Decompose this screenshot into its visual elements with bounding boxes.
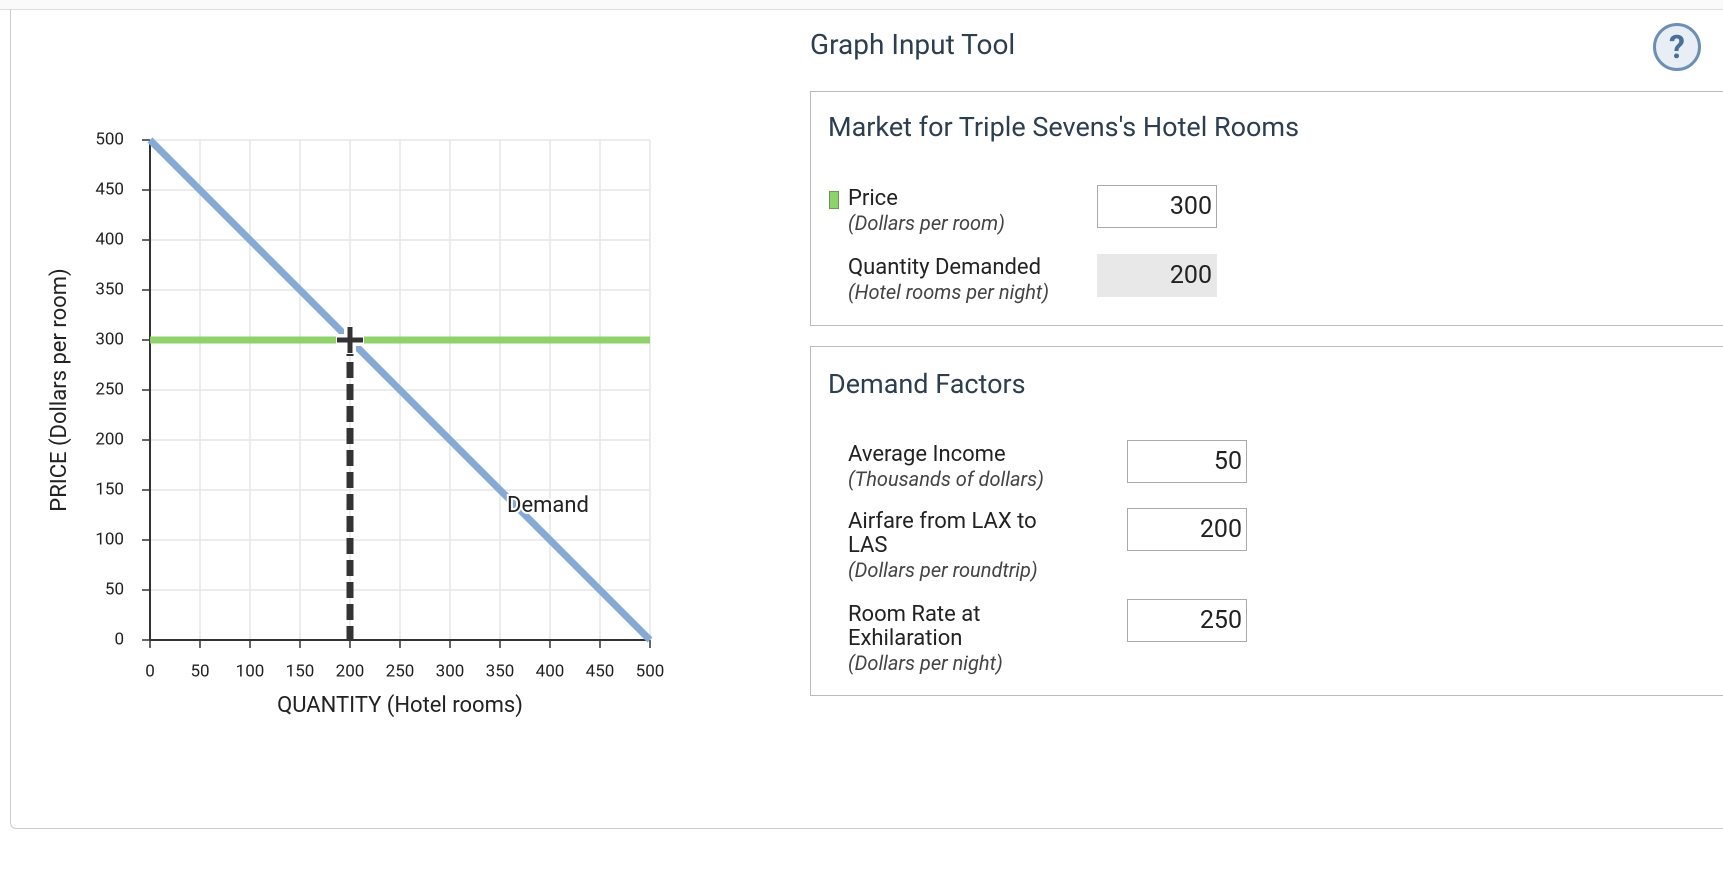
y-tick-label: 500 [95,129,124,149]
panel [810,91,1723,326]
y-tick-label: 350 [95,279,124,299]
input-unit: (Thousands of dollars) [848,467,1044,491]
x-tick-label: 450 [586,661,615,681]
input-box[interactable]: 50 [1127,440,1247,483]
input-unit: (Dollars per room) [848,211,1005,235]
chart: QUANTITY (Hotel rooms) PRICE (Dollars pe… [47,129,665,718]
input-unit: (Dollars per roundtrip) [848,558,1038,582]
y-tick-label: 200 [95,429,124,449]
x-tick-label: 500 [636,661,665,681]
input-unit: (Hotel rooms per night) [848,280,1050,304]
y-tick-label: 150 [95,479,124,499]
y-tick-label: 400 [95,229,124,249]
label-group: Quantity Demanded (Hotel rooms per night) [848,255,1068,305]
help-button[interactable]: ? [1653,23,1701,71]
label-group: Average Income (Thousands of dollars) [848,442,1068,492]
y-axis-label: PRICE (Dollars per room) [47,268,72,511]
input-label: Airfare from LAX to LAS [848,509,1037,558]
legend-swatch [829,191,839,209]
input-label: Average Income [848,442,1006,467]
x-axis-label: QUANTITY (Hotel rooms) [277,693,523,718]
x-tick-label: 250 [386,661,415,681]
input-box[interactable]: 300 [1097,185,1217,228]
y-tick-label: 100 [95,529,124,549]
x-tick-label: 200 [336,661,365,681]
demand-line [147,137,653,643]
input-box: 200 [1097,254,1217,297]
y-tick-label: 450 [95,179,124,199]
label-group: Airfare from LAX to LAS (Dollars per roun… [848,509,1068,583]
input-box[interactable]: 200 [1127,508,1247,551]
x-tick-label: 350 [486,661,515,681]
y-tick-label: 250 [95,379,124,399]
series-label: Demand [507,493,589,518]
input-label: Price [848,186,898,211]
y-tick-label: 300 [95,329,124,349]
panel-title: Market for Triple Sevens's Hotel Rooms [828,111,1300,143]
panel-title: Demand Factors [828,368,1026,400]
x-tick-label: 0 [145,661,155,681]
input-label: Room Rate at Exhilaration [848,602,981,651]
tool-title: Graph Input Tool [810,28,1016,61]
x-tick-label: 100 [236,661,265,681]
x-tick-label: 50 [190,661,209,681]
x-tick-label: 150 [286,661,315,681]
input-unit: (Dollars per night) [848,651,1003,675]
x-tick-label: 400 [536,661,565,681]
panel [810,346,1723,696]
input-label: Quantity Demanded [848,255,1041,280]
label-group: Price (Dollars per room) [848,186,1068,236]
top-bar [0,0,1723,10]
input-box[interactable]: 250 [1127,599,1247,642]
x-tick-label: 300 [436,661,465,681]
point-cross [337,327,363,353]
y-tick-label: 50 [105,579,124,599]
label-group: Room Rate at Exhilaration (Dollars per ni… [848,602,1068,676]
y-tick-label: 0 [114,629,124,649]
frame [10,9,1723,829]
